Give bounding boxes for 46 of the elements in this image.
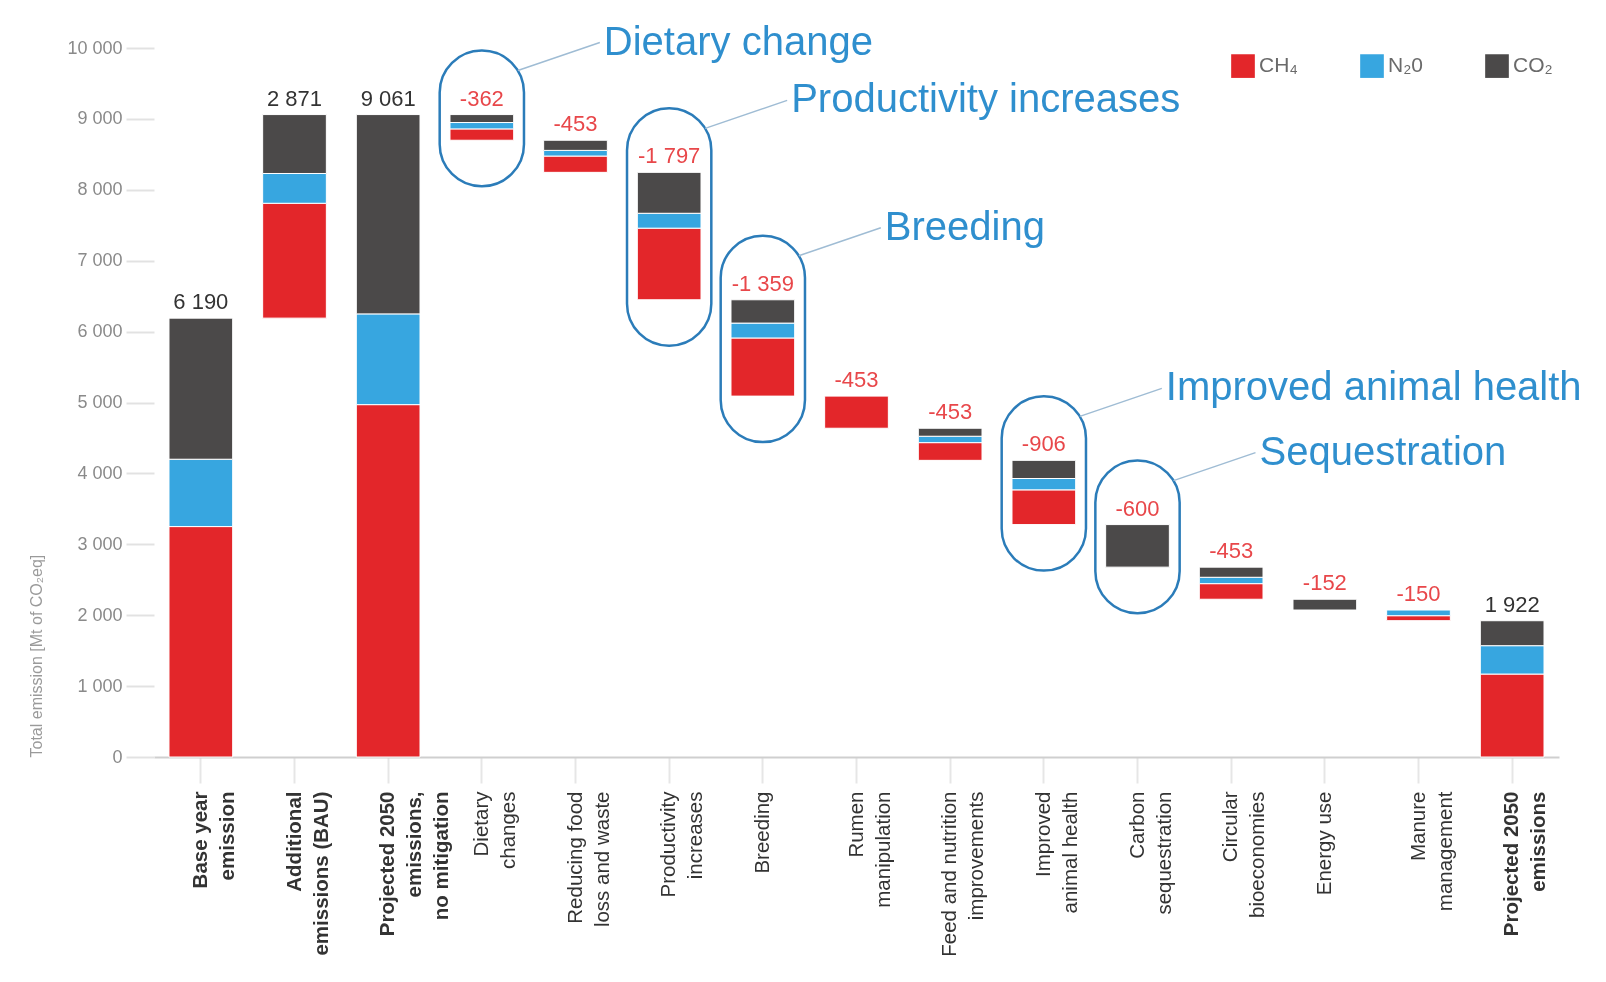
total-label: -600 <box>1115 495 1160 521</box>
annotation: Productivity increases <box>791 76 1181 121</box>
y-tick-label: 8 000 <box>77 179 123 200</box>
y-tick-label: 7 000 <box>77 250 123 271</box>
total-label: -453 <box>553 111 598 137</box>
y-tick-label: 6 000 <box>77 321 123 342</box>
total-label: -453 <box>834 367 879 393</box>
total-label: 2 871 <box>266 85 323 111</box>
y-tick-label: 0 <box>112 746 123 767</box>
x-tick-label: Rumen manipulation <box>843 791 894 908</box>
total-label: -1 359 <box>731 270 795 296</box>
y-tick-label: 3 000 <box>77 533 123 554</box>
bar <box>543 155 608 173</box>
annotation: Dietary change <box>603 18 873 63</box>
y-tick-label: 1 000 <box>77 675 123 696</box>
total-label: -1 797 <box>637 143 701 169</box>
x-tick-label: Base year emission <box>187 791 238 889</box>
y-tick-label: 9 000 <box>77 108 123 129</box>
legend-label: CO₂ <box>1513 53 1553 77</box>
x-tick-label: Manure management <box>1405 791 1456 912</box>
total-label: -906 <box>1021 431 1066 457</box>
y-tick-label: 2 000 <box>77 604 123 625</box>
total-label: 1 922 <box>1484 591 1540 617</box>
y-tick-label: 4 000 <box>77 462 123 483</box>
legend-label: CH₄ <box>1259 53 1298 77</box>
y-tick-label: 5 000 <box>77 392 123 412</box>
bar <box>824 395 889 429</box>
total-label: -150 <box>1396 581 1441 607</box>
y-axis-title: Total emission [Mt of CO₂eq] <box>28 554 46 758</box>
x-tick-label: Energy use <box>1311 791 1335 896</box>
legend-label: N₂0 <box>1388 53 1423 77</box>
x-tick-label: Breeding <box>749 791 773 874</box>
annotation: Sequestration <box>1259 428 1507 473</box>
total-label: -453 <box>928 399 973 425</box>
bar <box>1386 609 1451 617</box>
annotation: Improved animal health <box>1165 364 1582 409</box>
annotation: Breeding <box>884 203 1045 248</box>
y-tick-label: 10 000 <box>67 37 123 58</box>
total-label: 6 190 <box>173 289 229 315</box>
total-label: 9 061 <box>360 85 416 111</box>
total-label: -453 <box>1209 538 1254 564</box>
x-tick-label: Additional emissions (BAU) <box>281 791 332 956</box>
total-label: -152 <box>1302 570 1347 596</box>
bar <box>1105 524 1170 568</box>
total-label: -362 <box>459 85 504 111</box>
bar <box>1292 598 1358 611</box>
